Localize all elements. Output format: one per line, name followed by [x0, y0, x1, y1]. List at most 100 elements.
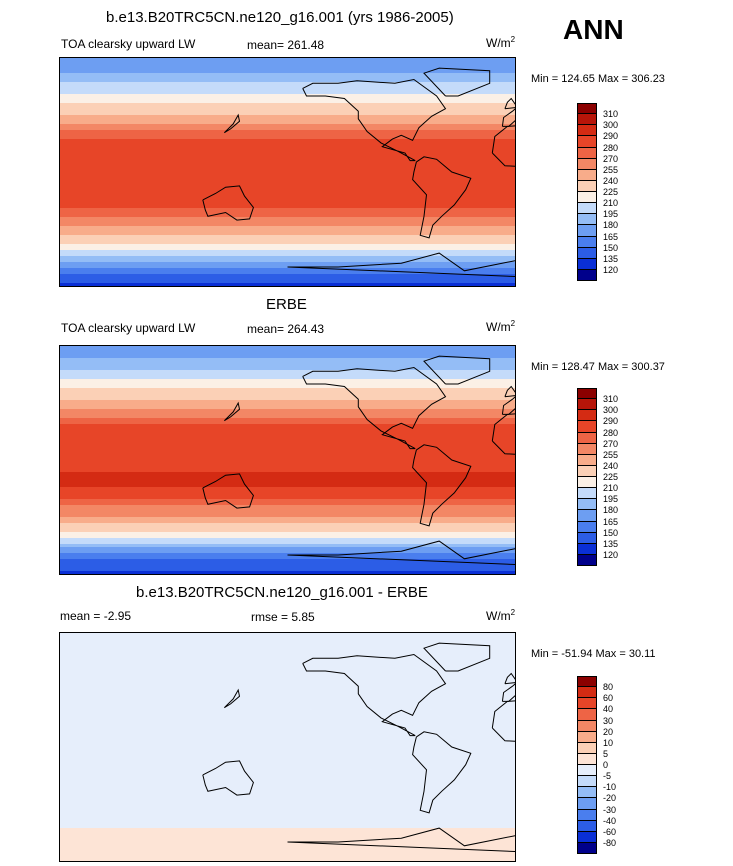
colorbar-swatch: [577, 698, 597, 710]
contour-band: [60, 259, 515, 263]
contour-band: [60, 642, 515, 646]
contour-band: [60, 481, 515, 485]
contour-band: [60, 160, 515, 164]
colorbar-tick-label: 195: [603, 209, 619, 220]
contour-band: [60, 172, 515, 176]
colorbar-tick-label: 210: [603, 483, 619, 494]
contour-band: [60, 208, 515, 212]
colorbar-tick-label: 240: [603, 175, 619, 186]
panel1-title: b.e13.B20TRC5CN.ne120_g16.001 (yrs 1986-…: [106, 9, 454, 26]
colorbar-tick-label: 165: [603, 231, 619, 242]
contour-band: [60, 687, 515, 691]
contour-band: [60, 693, 515, 697]
contour-band: [60, 711, 515, 715]
contour-band: [60, 705, 515, 709]
colorbar-tick-label: 80: [603, 682, 614, 693]
contour-band: [60, 376, 515, 380]
coastline: [504, 97, 515, 110]
contour-band: [60, 750, 515, 754]
contour-band: [60, 651, 515, 655]
contour-band: [60, 88, 515, 92]
contour-band: [60, 163, 515, 167]
contour-band: [60, 696, 515, 700]
contour-band: [60, 358, 515, 362]
colorbar-tick-label: 165: [603, 516, 619, 527]
contour-band: [60, 241, 515, 245]
coastline: [202, 185, 254, 221]
colorbar-swatch: [577, 842, 597, 854]
contour-band: [60, 274, 515, 278]
contour-band: [60, 439, 515, 443]
contour-band: [60, 684, 515, 688]
contour-band: [60, 529, 515, 533]
contour-band: [60, 837, 515, 841]
contour-band: [60, 406, 515, 410]
colorbar-swatch: [577, 269, 597, 281]
panel2-variable: TOA clearsky upward LW: [61, 321, 196, 335]
contour-band: [60, 205, 515, 209]
contour-band: [60, 783, 515, 787]
panel1-units: W/m2: [486, 35, 516, 50]
coastline: [287, 827, 515, 853]
colorbar-tick-label: -10: [603, 782, 617, 793]
contour-band: [60, 190, 515, 194]
colorbar-tick-label: -80: [603, 837, 617, 848]
coastline: [412, 444, 472, 527]
contour-band: [60, 430, 515, 434]
contour-band: [60, 58, 515, 62]
contour-band: [60, 82, 515, 86]
colorbar-tick-label: 300: [603, 120, 619, 131]
colorbar-swatch: [577, 676, 597, 688]
contour-band: [60, 226, 515, 230]
contour-band: [60, 702, 515, 706]
colorbar-tick-label: 225: [603, 187, 619, 197]
contour-band: [60, 813, 515, 817]
contour-band: [60, 478, 515, 482]
contour-band: [60, 175, 515, 179]
contour-band: [60, 568, 515, 572]
colorbar-tick-label: 135: [603, 538, 619, 549]
contour-band: [60, 127, 515, 131]
colorbar-tick-label: 280: [603, 427, 619, 438]
panel2-colorbar: 310 300 290 280 270 255 240 225 210 195 180 165 150 1…: [577, 388, 618, 566]
colorbar-tick-label: 60: [603, 693, 614, 704]
panel1-minmax: Min = 124.65 Max = 306.23: [531, 73, 665, 85]
contour-band: [60, 148, 515, 152]
contour-band: [60, 187, 515, 191]
colorbar-tick-label: 270: [603, 153, 619, 164]
contour-band: [60, 433, 515, 437]
contour-band: [60, 804, 515, 808]
contour-band: [60, 774, 515, 778]
contour-band: [60, 103, 515, 107]
contour-band: [60, 759, 515, 763]
contour-band: [60, 843, 515, 847]
colorbar-swatch: [577, 236, 597, 248]
colorbar-tick-label: 210: [603, 198, 619, 209]
contour-band: [60, 349, 515, 353]
contour-band: [60, 232, 515, 236]
colorbar-tick-label: 290: [603, 416, 619, 427]
coastline: [202, 473, 254, 509]
contour-band: [60, 846, 515, 850]
contour-band: [60, 427, 515, 431]
contour-band: [60, 502, 515, 506]
contour-band: [60, 112, 515, 116]
contour-band: [60, 202, 515, 206]
colorbar-swatch: [577, 488, 597, 500]
contour-band: [60, 648, 515, 652]
contour-band: [60, 97, 515, 101]
contour-band: [60, 726, 515, 730]
contour-band: [60, 729, 515, 733]
contour-band: [60, 825, 515, 829]
contour-band: [60, 184, 515, 188]
colorbar-tick-label: 40: [603, 704, 614, 715]
contour-band: [60, 346, 515, 350]
panel3-units: W/m2: [486, 608, 516, 623]
contour-band: [60, 562, 515, 566]
contour-band: [60, 855, 515, 859]
contour-band: [60, 151, 515, 155]
contour-band: [60, 397, 515, 401]
colorbar-swatch: [577, 765, 597, 777]
colorbar-swatch: [577, 125, 597, 137]
contour-band: [60, 373, 515, 377]
